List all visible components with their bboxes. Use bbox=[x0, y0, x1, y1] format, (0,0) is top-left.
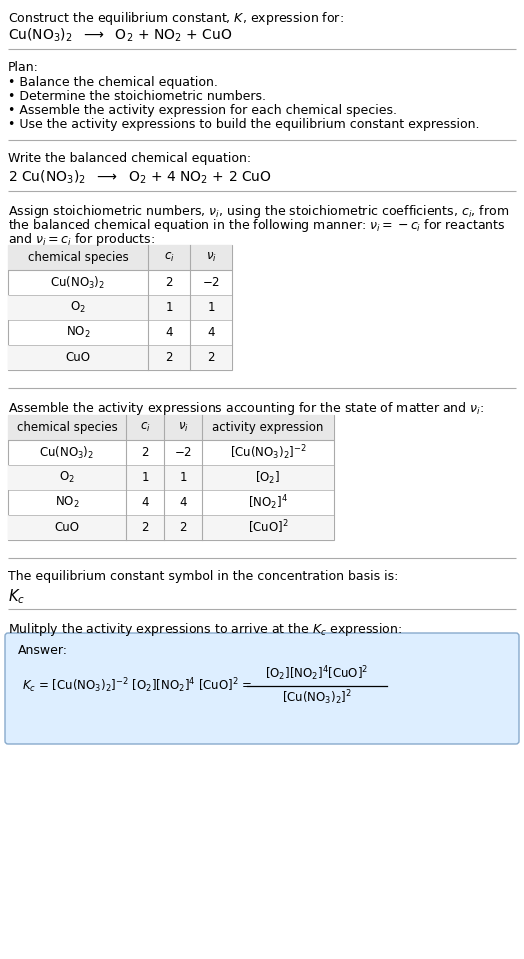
Text: 1: 1 bbox=[208, 301, 215, 314]
Text: chemical species: chemical species bbox=[17, 421, 117, 434]
Text: 2: 2 bbox=[141, 446, 149, 459]
Text: O$_2$: O$_2$ bbox=[70, 300, 86, 316]
Bar bbox=[8, 515, 334, 540]
Text: CuO: CuO bbox=[54, 521, 80, 534]
Text: Answer:: Answer: bbox=[18, 644, 68, 657]
Text: Mulitply the activity expressions to arrive at the $K_c$ expression:: Mulitply the activity expressions to arr… bbox=[8, 621, 402, 638]
Text: 2: 2 bbox=[208, 351, 215, 364]
Text: O$_2$: O$_2$ bbox=[59, 470, 75, 485]
Text: Assemble the activity expressions accounting for the state of matter and $\nu_i$: Assemble the activity expressions accoun… bbox=[8, 400, 484, 417]
Text: $c_i$: $c_i$ bbox=[139, 421, 150, 434]
Text: CuO: CuO bbox=[66, 351, 91, 364]
Text: 2: 2 bbox=[141, 521, 149, 534]
Bar bbox=[8, 245, 232, 270]
Bar bbox=[8, 245, 232, 370]
Text: [NO$_2$]$^4$: [NO$_2$]$^4$ bbox=[248, 493, 288, 512]
Text: chemical species: chemical species bbox=[28, 251, 128, 264]
Text: • Balance the chemical equation.: • Balance the chemical equation. bbox=[8, 76, 218, 89]
Text: Plan:: Plan: bbox=[8, 61, 39, 74]
Bar bbox=[8, 415, 334, 540]
Text: Assign stoichiometric numbers, $\nu_i$, using the stoichiometric coefficients, $: Assign stoichiometric numbers, $\nu_i$, … bbox=[8, 203, 509, 220]
Text: [Cu(NO$_3$)$_2$]$^{-2}$: [Cu(NO$_3$)$_2$]$^{-2}$ bbox=[230, 443, 307, 462]
Text: $c_i$: $c_i$ bbox=[163, 251, 174, 264]
Text: 4: 4 bbox=[208, 326, 215, 339]
Text: Cu(NO$_3$)$_2$: Cu(NO$_3$)$_2$ bbox=[39, 444, 94, 460]
Text: [Cu(NO$_3$)$_2$]$^2$: [Cu(NO$_3$)$_2$]$^2$ bbox=[282, 689, 352, 708]
Text: Cu(NO$_3$)$_2$: Cu(NO$_3$)$_2$ bbox=[50, 274, 105, 291]
Text: the balanced chemical equation in the following manner: $\nu_i = -c_i$ for react: the balanced chemical equation in the fo… bbox=[8, 217, 506, 234]
Bar bbox=[8, 295, 232, 320]
Text: • Use the activity expressions to build the equilibrium constant expression.: • Use the activity expressions to build … bbox=[8, 118, 479, 131]
Text: $-2$: $-2$ bbox=[202, 276, 220, 289]
Text: 2: 2 bbox=[165, 351, 173, 364]
Text: 4: 4 bbox=[179, 496, 187, 509]
Bar bbox=[8, 415, 334, 440]
Text: $-2$: $-2$ bbox=[174, 446, 192, 459]
Text: 1: 1 bbox=[165, 301, 173, 314]
Text: $\nu_i$: $\nu_i$ bbox=[205, 251, 216, 264]
Text: Construct the equilibrium constant, $K$, expression for:: Construct the equilibrium constant, $K$,… bbox=[8, 10, 344, 27]
Text: Write the balanced chemical equation:: Write the balanced chemical equation: bbox=[8, 152, 251, 165]
Text: 2 Cu(NO$_3$)$_2$  $\longrightarrow$  O$_2$ + 4 NO$_2$ + 2 CuO: 2 Cu(NO$_3$)$_2$ $\longrightarrow$ O$_2$… bbox=[8, 169, 272, 186]
Text: 2: 2 bbox=[179, 521, 187, 534]
Text: Cu(NO$_3$)$_2$  $\longrightarrow$  O$_2$ + NO$_2$ + CuO: Cu(NO$_3$)$_2$ $\longrightarrow$ O$_2$ +… bbox=[8, 27, 232, 44]
Text: 1: 1 bbox=[179, 471, 187, 484]
Text: activity expression: activity expression bbox=[212, 421, 324, 434]
Text: NO$_2$: NO$_2$ bbox=[66, 325, 90, 340]
Text: [CuO]$^2$: [CuO]$^2$ bbox=[248, 519, 288, 536]
Text: [O$_2$]: [O$_2$] bbox=[255, 470, 280, 485]
FancyBboxPatch shape bbox=[5, 633, 519, 744]
Text: • Assemble the activity expression for each chemical species.: • Assemble the activity expression for e… bbox=[8, 104, 397, 117]
Text: 1: 1 bbox=[141, 471, 149, 484]
Text: NO$_2$: NO$_2$ bbox=[54, 495, 79, 510]
Text: • Determine the stoichiometric numbers.: • Determine the stoichiometric numbers. bbox=[8, 90, 266, 103]
Bar bbox=[8, 465, 334, 490]
Bar bbox=[8, 345, 232, 370]
Text: $K_c$: $K_c$ bbox=[8, 587, 25, 606]
Text: 2: 2 bbox=[165, 276, 173, 289]
Text: 4: 4 bbox=[165, 326, 173, 339]
Text: $\nu_i$: $\nu_i$ bbox=[178, 421, 189, 434]
Text: $K_c$ = [Cu(NO$_3$)$_2$]$^{-2}$ [O$_2$][NO$_2$]$^4$ [CuO]$^2$ =: $K_c$ = [Cu(NO$_3$)$_2$]$^{-2}$ [O$_2$][… bbox=[22, 677, 252, 695]
Text: 4: 4 bbox=[141, 496, 149, 509]
Text: The equilibrium constant symbol in the concentration basis is:: The equilibrium constant symbol in the c… bbox=[8, 570, 398, 583]
Text: [O$_2$][NO$_2$]$^4$[CuO]$^2$: [O$_2$][NO$_2$]$^4$[CuO]$^2$ bbox=[265, 665, 369, 684]
Text: and $\nu_i = c_i$ for products:: and $\nu_i = c_i$ for products: bbox=[8, 231, 155, 248]
